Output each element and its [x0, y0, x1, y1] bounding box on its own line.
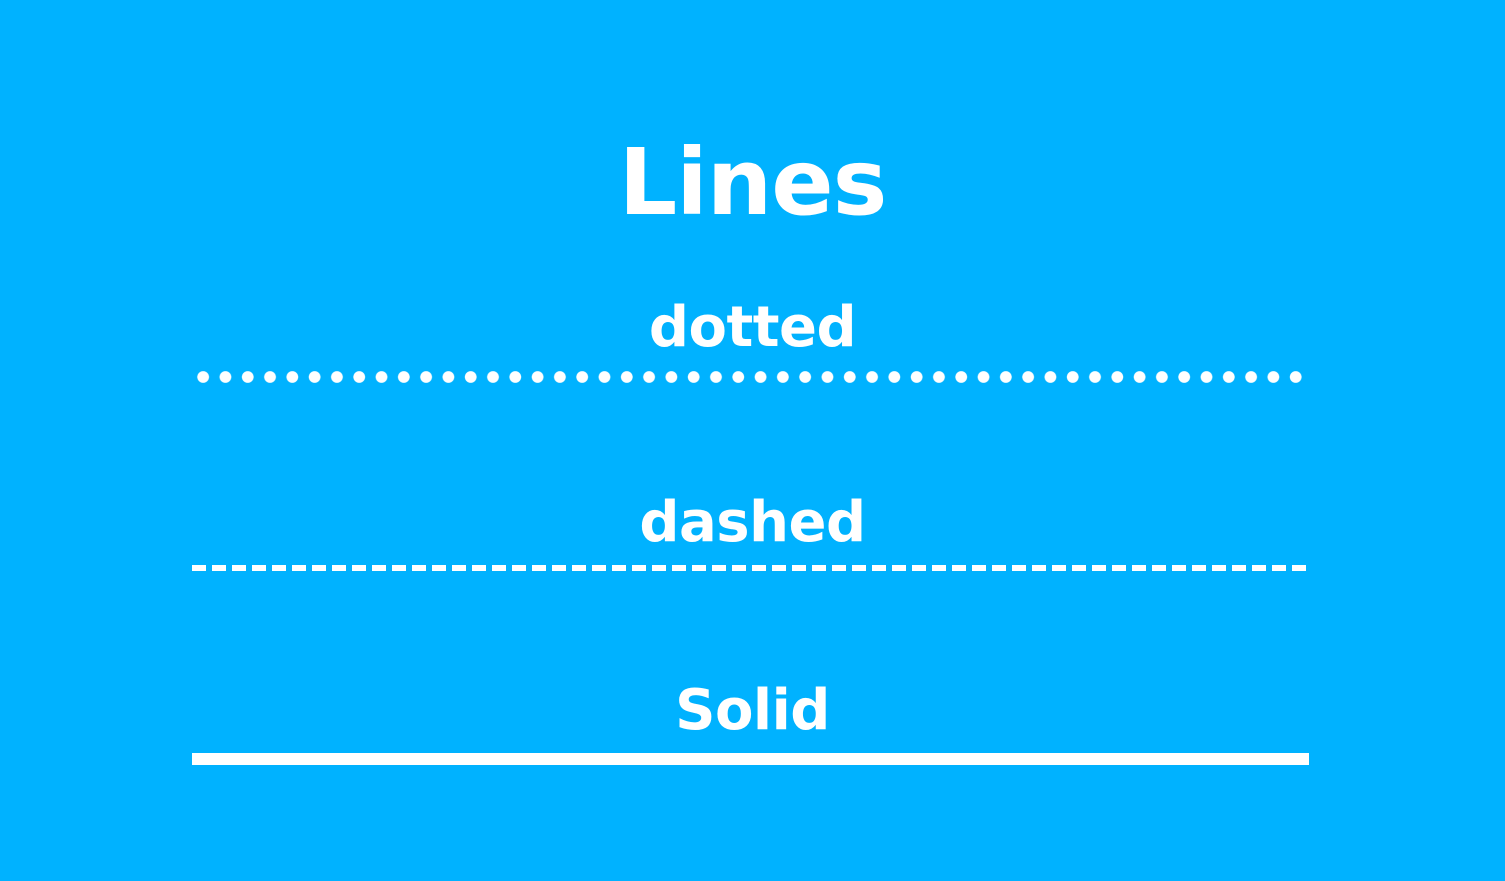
page-title: Lines [618, 129, 888, 236]
solid-line [192, 753, 1309, 765]
solid-label: Solid [675, 678, 830, 743]
dotted-label: dotted [648, 295, 857, 360]
dashed-label: dashed [639, 490, 866, 555]
dotted-line [192, 371, 1309, 383]
dashed-line [192, 565, 1309, 571]
